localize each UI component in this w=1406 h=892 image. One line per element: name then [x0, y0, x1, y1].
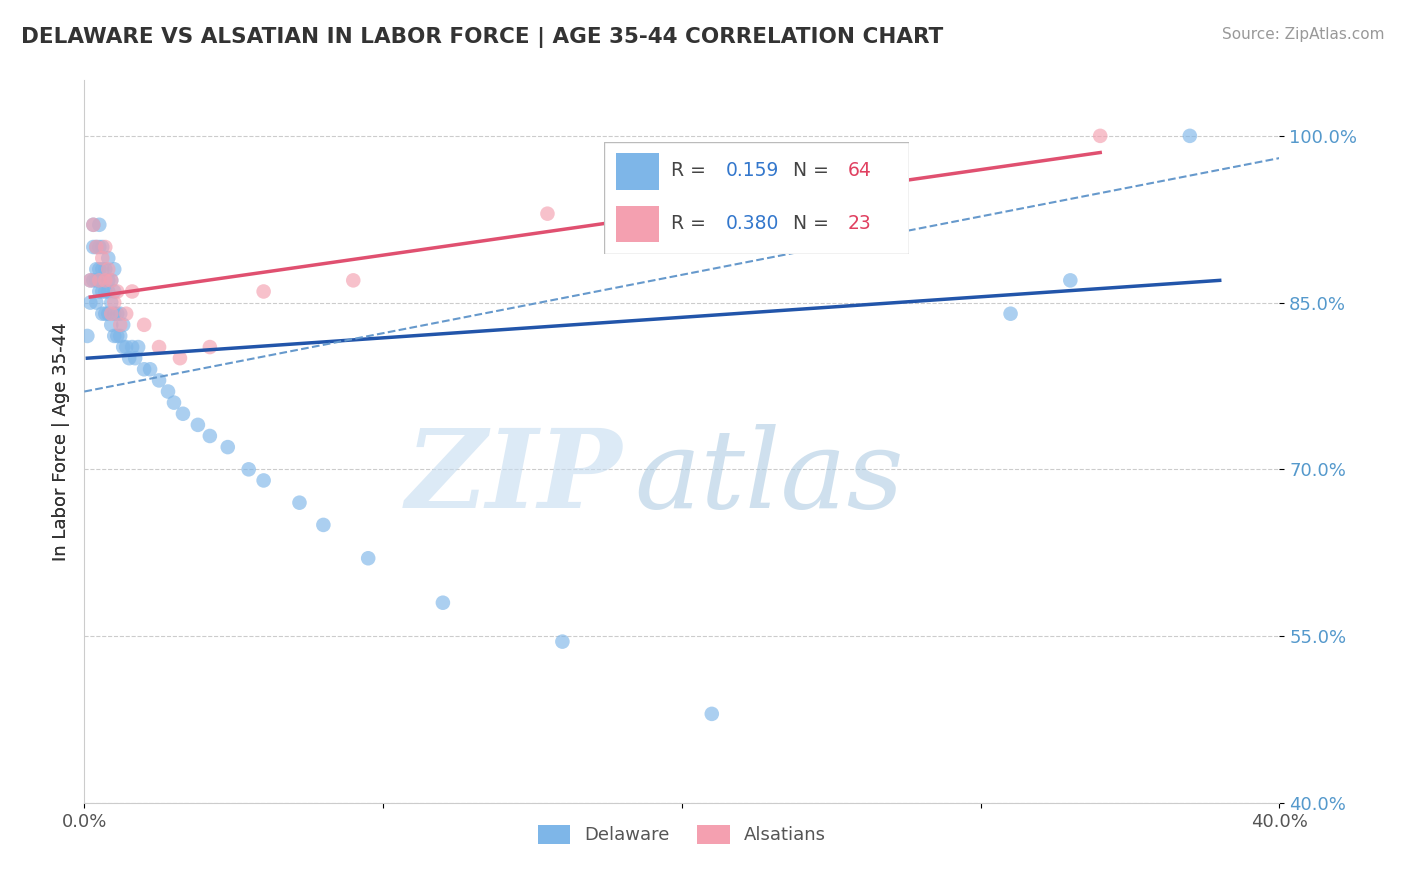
Point [89, 285, 111, 299]
Point [132, 362, 156, 376]
Point [1178, 128, 1201, 143]
Point [103, 285, 125, 299]
Point [110, 307, 132, 321]
Point [103, 262, 125, 277]
Point [536, 207, 558, 221]
Point [91, 307, 114, 321]
Point [82, 218, 104, 232]
Point [127, 340, 149, 354]
Point [132, 318, 156, 332]
Point [97, 307, 120, 321]
Point [86, 273, 108, 287]
Point [91, 240, 114, 254]
Point [1059, 273, 1081, 287]
Point [148, 373, 170, 387]
Text: atlas: atlas [634, 424, 904, 532]
Point [110, 318, 132, 332]
Point [105, 307, 128, 321]
Point [1000, 307, 1022, 321]
Point [100, 273, 122, 287]
Point [91, 251, 114, 265]
Point [94, 273, 117, 287]
Point [97, 251, 120, 265]
Point [91, 262, 114, 277]
Point [89, 262, 111, 277]
Point [342, 273, 364, 287]
Point [169, 351, 191, 366]
Point [86, 240, 108, 254]
Point [357, 551, 380, 566]
Point [103, 295, 125, 310]
Text: Source: ZipAtlas.com: Source: ZipAtlas.com [1222, 27, 1385, 42]
Point [103, 307, 125, 321]
Y-axis label: In Labor Force | Age 35-44: In Labor Force | Age 35-44 [52, 322, 70, 561]
Point [112, 318, 135, 332]
Point [82, 273, 104, 287]
Point [172, 407, 194, 421]
Point [105, 285, 128, 299]
Point [94, 262, 117, 277]
Point [89, 240, 111, 254]
Point [94, 307, 117, 321]
Point [76, 329, 98, 343]
Point [163, 395, 186, 409]
Point [115, 307, 138, 321]
Point [124, 351, 146, 366]
Point [89, 273, 111, 287]
Legend: Delaware, Alsatians: Delaware, Alsatians [530, 818, 834, 852]
Point [94, 240, 117, 254]
Point [139, 362, 162, 376]
Point [198, 429, 221, 443]
Text: DELAWARE VS ALSATIAN IN LABOR FORCE | AGE 35-44 CORRELATION CHART: DELAWARE VS ALSATIAN IN LABOR FORCE | AG… [21, 27, 943, 48]
Point [86, 295, 108, 310]
Text: ZIP: ZIP [405, 424, 623, 532]
Point [79, 273, 101, 287]
Point [118, 351, 141, 366]
Point [97, 262, 120, 277]
Point [157, 384, 180, 399]
Point [100, 273, 122, 287]
Point [82, 240, 104, 254]
Point [121, 285, 143, 299]
Point [100, 295, 122, 310]
Point [105, 329, 128, 343]
Point [86, 262, 108, 277]
Point [253, 474, 276, 488]
Point [94, 285, 117, 299]
Point [253, 285, 276, 299]
Point [103, 329, 125, 343]
Point [432, 596, 454, 610]
Point [187, 417, 209, 432]
Point [112, 340, 135, 354]
Point [238, 462, 260, 476]
Point [91, 285, 114, 299]
Point [89, 273, 111, 287]
Point [288, 496, 311, 510]
Point [121, 340, 143, 354]
Point [79, 273, 101, 287]
Y-axis label: In Labor Force | Age 35-44: In Labor Force | Age 35-44 [52, 322, 70, 561]
Point [89, 218, 111, 232]
Point [148, 340, 170, 354]
Point [97, 285, 120, 299]
Point [97, 273, 120, 287]
Point [82, 218, 104, 232]
Point [1090, 128, 1112, 143]
Point [551, 634, 574, 648]
Point [217, 440, 239, 454]
Point [100, 318, 122, 332]
Point [198, 340, 221, 354]
Point [312, 517, 335, 532]
Point [115, 340, 138, 354]
Point [86, 240, 108, 254]
Point [79, 295, 101, 310]
Point [100, 307, 122, 321]
Point [110, 329, 132, 343]
Point [700, 706, 723, 721]
